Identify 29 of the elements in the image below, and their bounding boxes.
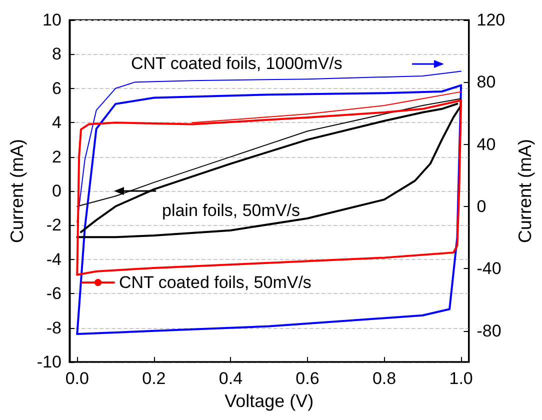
- y-tick-label: 6: [52, 78, 62, 98]
- y-tick-label: -4: [46, 250, 62, 269]
- y2-axis-title: Current (mA): [515, 138, 535, 244]
- y-axis-title: Current (mA): [7, 138, 27, 244]
- x-axis-title: Voltage (V): [224, 390, 314, 411]
- y2-tick-label: -80: [476, 321, 502, 340]
- x-tick-label: 0.0: [65, 369, 89, 388]
- y-tick-label: -10: [36, 352, 62, 372]
- y2-tick-label: 0: [476, 197, 486, 216]
- x-tick-label: 0.2: [142, 369, 166, 388]
- y-tick-label: 10: [42, 10, 62, 30]
- y2-tick-label: 40: [476, 134, 496, 154]
- y2-tick-label: 120: [476, 10, 506, 30]
- x-tick-label: 0.8: [372, 369, 396, 388]
- y-tick-label: 2: [52, 147, 62, 166]
- series-label: CNT coated foils, 1000mV/s: [131, 54, 342, 73]
- y-tick-label: -6: [46, 284, 62, 304]
- x-tick-label: 1.0: [449, 369, 473, 388]
- y2-tick-label: 80: [476, 72, 496, 92]
- legend-label: CNT coated foils, 50mV/s: [119, 273, 312, 292]
- y-tick-label: 8: [52, 44, 62, 64]
- y-tick-label: 4: [52, 113, 62, 132]
- y-tick-label: -8: [46, 318, 62, 338]
- x-tick-label: 0.6: [296, 369, 320, 388]
- y2-tick-label: -40: [476, 259, 502, 278]
- series-label: plain foils, 50mV/s: [162, 201, 300, 220]
- x-tick-label: 0.4: [218, 369, 243, 388]
- y-tick-label: -2: [46, 216, 62, 235]
- y-tick-label: 0: [52, 182, 62, 200]
